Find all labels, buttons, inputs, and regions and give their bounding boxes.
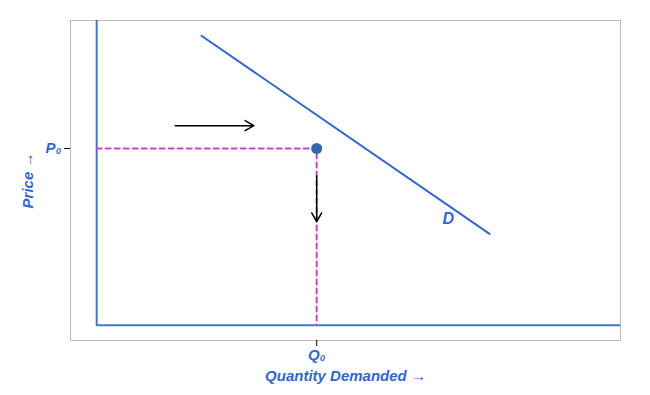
svg-text:Q₀: Q₀ [308,346,326,363]
svg-text:Quantity Demanded →: Quantity Demanded → [265,367,426,384]
svg-text:D: D [442,210,454,227]
svg-text:Price →: Price → [19,153,36,209]
svg-text:P₀: P₀ [46,139,62,156]
